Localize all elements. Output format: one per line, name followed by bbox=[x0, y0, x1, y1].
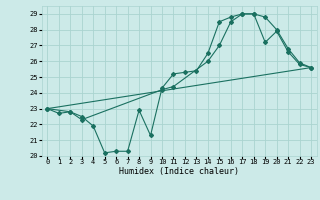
X-axis label: Humidex (Indice chaleur): Humidex (Indice chaleur) bbox=[119, 167, 239, 176]
